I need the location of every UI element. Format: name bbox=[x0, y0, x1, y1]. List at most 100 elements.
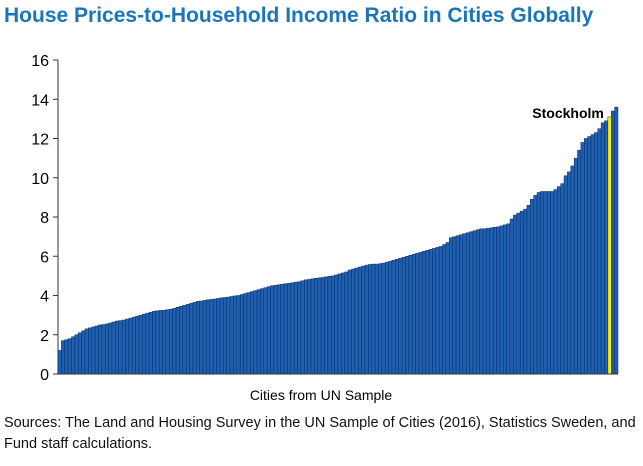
bar bbox=[192, 302, 197, 375]
bar bbox=[533, 195, 538, 375]
x-axis-label: Cities from UN Sample bbox=[250, 387, 393, 403]
bar bbox=[71, 336, 76, 375]
bar bbox=[277, 284, 281, 375]
bar bbox=[584, 138, 588, 375]
bar bbox=[560, 183, 565, 375]
bar bbox=[479, 228, 484, 375]
bar bbox=[138, 314, 143, 375]
bars bbox=[57, 106, 619, 375]
bar bbox=[297, 281, 302, 375]
bar bbox=[334, 274, 339, 375]
bar bbox=[513, 214, 518, 375]
bar bbox=[172, 308, 177, 375]
bar bbox=[209, 299, 214, 375]
bar bbox=[536, 192, 541, 375]
bar bbox=[452, 236, 457, 375]
bar bbox=[179, 306, 184, 375]
bar bbox=[516, 212, 521, 375]
bar bbox=[310, 278, 315, 375]
bar bbox=[344, 271, 349, 375]
bar bbox=[368, 264, 372, 375]
bar bbox=[422, 251, 426, 375]
bar bbox=[482, 228, 487, 375]
bar bbox=[216, 298, 221, 375]
bar bbox=[91, 326, 96, 375]
bar bbox=[142, 313, 146, 375]
y-tick-label: 12 bbox=[31, 132, 49, 149]
bar bbox=[175, 307, 180, 375]
bar bbox=[496, 226, 501, 375]
bar bbox=[273, 285, 278, 375]
bar bbox=[121, 319, 126, 375]
bar bbox=[128, 317, 133, 375]
bar bbox=[381, 262, 386, 375]
bar bbox=[320, 277, 325, 375]
bar bbox=[219, 297, 224, 375]
bar bbox=[337, 273, 342, 375]
bar bbox=[503, 224, 507, 375]
bar bbox=[199, 300, 204, 375]
bar bbox=[101, 324, 106, 375]
bar bbox=[462, 233, 467, 375]
y-tick-label: 4 bbox=[40, 289, 49, 306]
bar bbox=[57, 350, 62, 375]
bar bbox=[283, 283, 288, 375]
bar bbox=[465, 232, 470, 375]
bar bbox=[84, 328, 89, 375]
bar bbox=[611, 110, 615, 375]
bar bbox=[476, 229, 480, 375]
bar bbox=[206, 299, 211, 375]
bar bbox=[317, 277, 322, 375]
bar bbox=[604, 120, 609, 375]
bar bbox=[331, 275, 335, 375]
bar bbox=[526, 204, 531, 375]
bar bbox=[104, 323, 109, 375]
bar bbox=[233, 295, 238, 375]
bar bbox=[378, 263, 383, 375]
bar-chart: 0 2 4 6 8 10 12 14 16 Stockholm Cities from UN S… bbox=[31, 53, 619, 403]
bar bbox=[182, 305, 187, 375]
bar bbox=[600, 122, 605, 375]
bar bbox=[509, 218, 514, 375]
bar bbox=[415, 253, 420, 375]
bar bbox=[223, 297, 227, 375]
bar bbox=[81, 330, 86, 375]
y-tick-label: 14 bbox=[31, 92, 49, 109]
bar bbox=[361, 265, 366, 375]
bar bbox=[408, 255, 413, 375]
bar bbox=[587, 136, 592, 375]
bar bbox=[148, 311, 153, 375]
bar bbox=[371, 263, 376, 375]
bar bbox=[300, 280, 305, 375]
bar bbox=[563, 175, 568, 375]
bar bbox=[74, 334, 79, 375]
bar bbox=[550, 191, 555, 375]
bar bbox=[442, 244, 447, 375]
bar bbox=[425, 250, 430, 375]
bar bbox=[374, 263, 379, 375]
bar bbox=[196, 301, 200, 375]
bar bbox=[567, 171, 572, 375]
bar bbox=[118, 320, 123, 375]
bar bbox=[155, 310, 160, 375]
bar bbox=[570, 165, 575, 375]
bar bbox=[594, 132, 599, 375]
bar bbox=[243, 293, 248, 375]
bar bbox=[290, 282, 295, 375]
bar bbox=[411, 254, 416, 375]
bar bbox=[428, 249, 433, 375]
bar bbox=[590, 134, 595, 375]
bar bbox=[260, 288, 265, 375]
bar bbox=[557, 186, 561, 375]
bar bbox=[125, 318, 130, 375]
bar bbox=[398, 257, 403, 375]
bar bbox=[327, 276, 332, 375]
bar bbox=[88, 327, 92, 375]
bar bbox=[435, 247, 440, 375]
bar bbox=[246, 292, 251, 375]
bar bbox=[266, 286, 271, 375]
bar bbox=[185, 304, 190, 375]
y-tick-label: 10 bbox=[31, 171, 49, 188]
bar bbox=[77, 332, 82, 375]
y-tick-label: 8 bbox=[40, 210, 49, 227]
